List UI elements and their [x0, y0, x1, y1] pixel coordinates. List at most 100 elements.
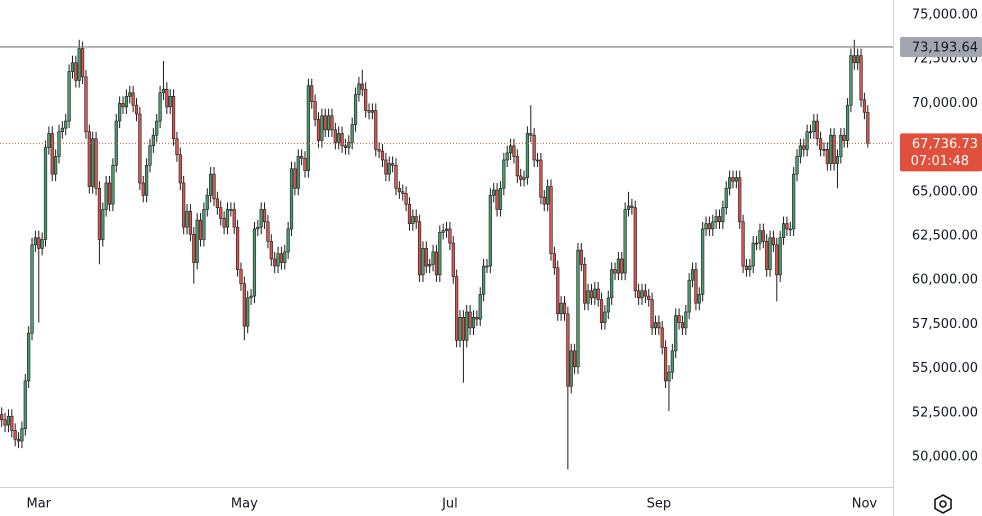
candle-body [212, 173, 216, 200]
candle-body [643, 290, 647, 297]
candle-body [47, 133, 51, 148]
candle-body [859, 55, 863, 101]
candle-body [67, 71, 71, 122]
settings-icon[interactable] [934, 494, 952, 514]
candle-body [744, 265, 749, 270]
candle-body [202, 209, 206, 240]
candle-body [401, 191, 405, 194]
candle-body [788, 228, 792, 231]
candle-body [320, 115, 324, 141]
candle-body [391, 163, 395, 166]
candle-body [775, 244, 779, 276]
candle-body [535, 159, 540, 162]
candle-body [182, 182, 186, 228]
candle-body [458, 317, 462, 341]
candle-body [512, 145, 516, 157]
candle-body [94, 138, 98, 189]
candle-body [546, 186, 550, 205]
candle-body [596, 288, 600, 300]
candle-body [330, 115, 334, 131]
candle-body [569, 350, 573, 387]
candle-body [289, 168, 294, 230]
candle-body [421, 248, 425, 276]
settings-button[interactable] [934, 494, 952, 514]
candle-body [337, 133, 341, 143]
candle-body [97, 187, 102, 240]
candle-body [155, 120, 159, 136]
candle-body [465, 311, 469, 341]
y-tick-label: 75,000.00 [912, 8, 978, 23]
candle-body [731, 177, 735, 182]
candle-body [576, 249, 580, 368]
candle-body [360, 83, 364, 90]
candle-body [488, 195, 492, 267]
candle-body [367, 110, 371, 113]
candle-body [603, 311, 607, 323]
candle-body [84, 76, 88, 132]
x-tick-label: Mar [27, 497, 52, 512]
candle-body [64, 120, 68, 129]
candle-body [579, 249, 583, 265]
candle-body [562, 302, 567, 315]
candle-body [616, 258, 621, 274]
candle-body [205, 195, 209, 210]
candle-body [0, 414, 4, 421]
candle-body [40, 239, 44, 249]
candle-body [101, 209, 105, 240]
candle-body [10, 415, 14, 431]
candle-body [16, 438, 21, 442]
candle-body [832, 134, 836, 164]
candle-body [586, 290, 590, 304]
candle-body [471, 317, 476, 329]
candle-body [266, 221, 270, 242]
candle-body [33, 237, 37, 246]
candle-body [448, 228, 452, 244]
candle-body [515, 156, 519, 177]
candle-body [134, 104, 139, 115]
candle-body [623, 209, 627, 274]
y-tick-label: 52,500.00 [912, 405, 978, 420]
price-line-label-box [900, 36, 982, 57]
candle-body [283, 251, 287, 263]
candle-body [492, 189, 496, 196]
candle-body [451, 242, 455, 277]
candle-body [121, 103, 125, 108]
candle-body [20, 428, 24, 442]
candle-body [825, 149, 829, 164]
candle-body [519, 175, 523, 180]
candle-body [852, 55, 856, 64]
candle-body [724, 187, 728, 209]
candle-body [697, 294, 701, 304]
candle-body [704, 223, 708, 230]
candle-body [394, 164, 398, 189]
candle-body [529, 133, 533, 136]
candle-body [6, 415, 11, 426]
candle-body [795, 156, 799, 175]
candle-body [151, 134, 155, 147]
candle-body [353, 94, 358, 125]
candle-body [485, 265, 489, 268]
candle-body [374, 110, 378, 150]
candle-body [637, 290, 641, 299]
candle-body [168, 96, 172, 108]
candle-body [303, 157, 307, 171]
candle-body [198, 219, 203, 240]
candle-body [667, 371, 671, 382]
candle-body [350, 124, 354, 143]
candle-body [30, 244, 34, 334]
candle-body [714, 216, 718, 223]
candle-body [552, 253, 556, 269]
candle-body [657, 322, 661, 329]
candle-body [842, 134, 846, 141]
candle-body [613, 269, 617, 274]
candle-body [313, 101, 317, 120]
candle-body [158, 92, 162, 122]
candle-body [589, 290, 594, 299]
y-tick-label: 65,000.00 [912, 184, 978, 199]
candle-body [498, 187, 503, 210]
candle-body [677, 315, 681, 323]
candle-body [559, 302, 563, 315]
candle-body [428, 263, 432, 267]
settings-icon-center[interactable] [939, 500, 947, 508]
candle-body [185, 210, 189, 228]
